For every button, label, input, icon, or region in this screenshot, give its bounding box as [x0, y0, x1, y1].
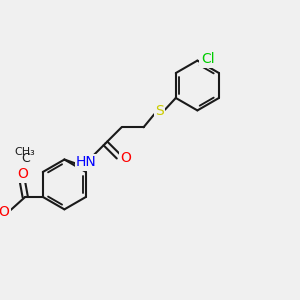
Text: Cl: Cl — [201, 52, 214, 66]
Text: O: O — [121, 151, 131, 165]
Text: S: S — [155, 104, 164, 118]
Text: CH₃: CH₃ — [14, 147, 35, 157]
Text: C: C — [21, 152, 30, 165]
Text: O: O — [0, 205, 10, 219]
Text: HN: HN — [76, 155, 97, 170]
Text: O: O — [17, 167, 28, 181]
